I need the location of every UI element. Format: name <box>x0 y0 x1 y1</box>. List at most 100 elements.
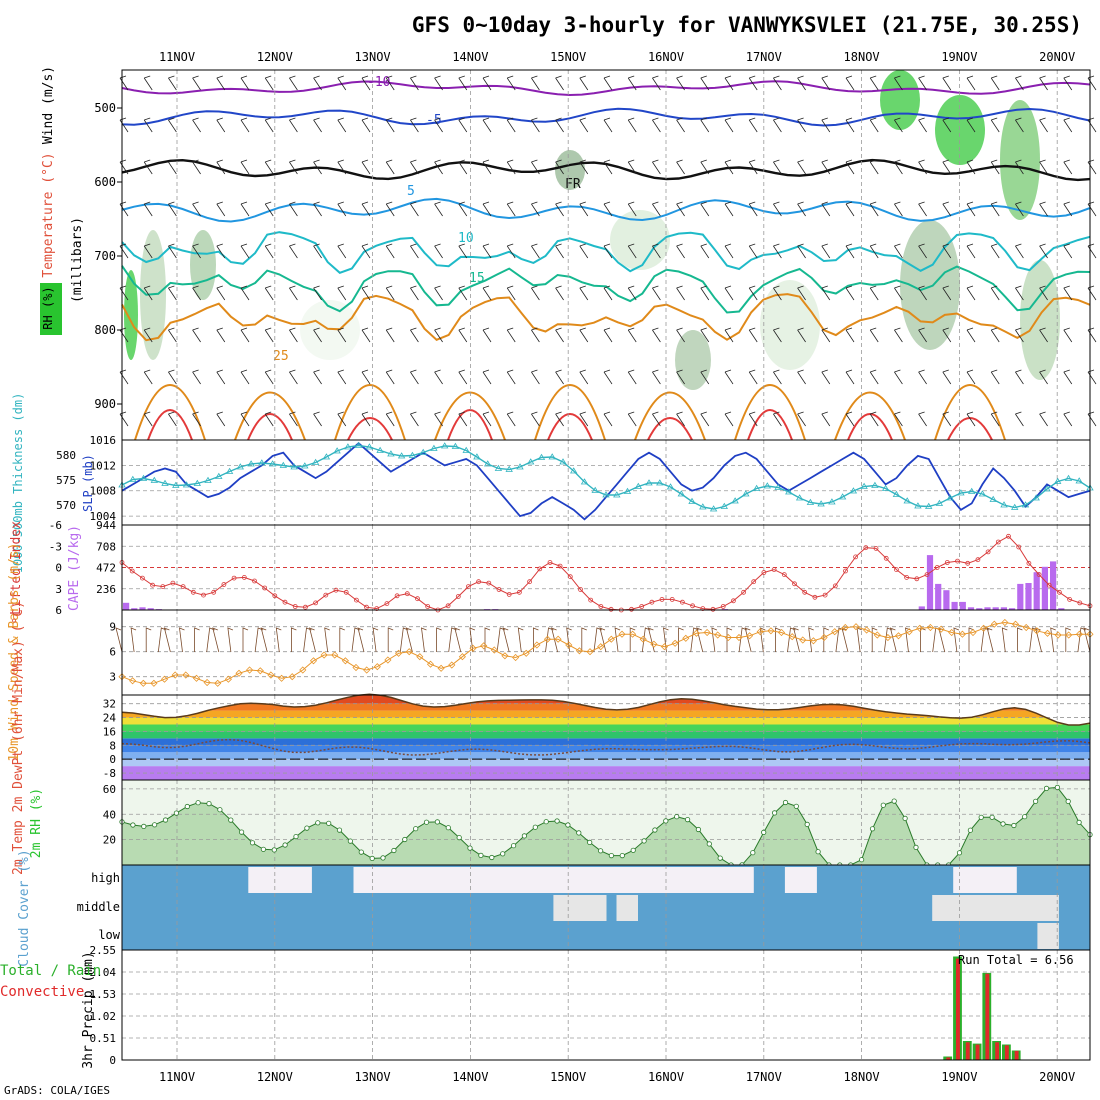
wind-barb <box>627 327 637 343</box>
wind-barb <box>506 75 516 91</box>
wind-barb <box>748 117 758 133</box>
rh-marker <box>380 855 386 861</box>
wind-barb <box>1015 327 1024 343</box>
cape-bar <box>951 601 958 610</box>
wind-barb <box>531 159 540 175</box>
wind-barb <box>216 369 226 385</box>
temp-line <box>121 693 1091 726</box>
thickness-marker <box>290 463 298 470</box>
precip-conv-bar <box>946 1057 951 1060</box>
wind-10m-barb <box>775 627 781 652</box>
wind-barb <box>458 159 468 175</box>
wind-speed-marker <box>1001 618 1009 627</box>
wind-speed-marker <box>490 646 498 654</box>
wind-barb <box>579 243 589 259</box>
wind-barb <box>506 201 516 217</box>
thickness-marker <box>247 460 255 467</box>
wind-barb <box>894 327 903 343</box>
cloud-cell <box>290 867 302 893</box>
li-tick: -6 <box>49 519 62 532</box>
wind-barb <box>676 201 685 217</box>
cloud-cell <box>385 867 396 893</box>
thickness-marker <box>494 464 503 471</box>
slp-tick: 1008 <box>90 485 117 498</box>
wind-10m-barb <box>517 627 524 653</box>
precip-tick: 1.53 <box>90 988 117 1001</box>
thickness-marker <box>881 484 890 491</box>
wind-10m-barb <box>502 627 510 653</box>
wind-barb <box>966 117 976 133</box>
wind-barb <box>894 75 903 91</box>
wind-barb <box>821 159 831 175</box>
wind-barb <box>869 285 879 301</box>
wind-10m-barb <box>647 627 655 653</box>
li-marker <box>812 594 818 600</box>
cloud-cell <box>500 867 512 893</box>
thickness-marker <box>440 442 449 449</box>
wind-10m-barb <box>871 627 878 652</box>
cloud-cell <box>953 895 965 921</box>
thickness-tick: 580 <box>56 449 76 462</box>
thickness-marker <box>580 478 589 485</box>
wind-barb <box>337 243 347 259</box>
wind-10m-barb <box>469 627 476 653</box>
wind-barb <box>506 159 516 175</box>
wind-10m-barb <box>260 627 268 653</box>
wind-barb <box>700 159 710 175</box>
li-tick: 3 <box>55 583 62 596</box>
cloud-cell <box>742 867 754 893</box>
li-marker <box>404 591 410 597</box>
li-marker <box>506 592 512 597</box>
thickness-marker <box>978 490 987 497</box>
thickness-line <box>121 444 1091 510</box>
wind-barb <box>676 285 685 301</box>
thickness-marker <box>397 452 406 459</box>
wind-barb <box>942 201 952 217</box>
li-marker <box>822 592 828 598</box>
li-marker <box>598 604 604 609</box>
wind-10m-barb <box>551 627 558 653</box>
li-marker <box>659 597 665 602</box>
wind-speed-marker <box>926 623 934 632</box>
temp-contour <box>121 293 1091 342</box>
wind-10m-barb <box>744 627 752 653</box>
wind-speed-marker <box>235 669 243 677</box>
thickness-marker <box>537 453 546 460</box>
rh-marker <box>554 818 560 824</box>
cape-bar <box>984 607 991 610</box>
thickness-marker <box>677 490 686 497</box>
wind-barb <box>942 285 952 301</box>
wind-barb <box>724 285 734 301</box>
precip-tick: 1.02 <box>90 1010 117 1023</box>
wind-barb <box>748 285 758 301</box>
wind-barb <box>676 243 685 259</box>
wind-speed-marker <box>512 653 520 662</box>
wind-10m-barb <box>663 627 669 653</box>
rh-marker <box>782 799 789 806</box>
wind-barb <box>990 285 1000 301</box>
rh-marker <box>565 822 571 828</box>
wind-barb <box>1087 285 1097 301</box>
cape-tick: 236 <box>96 583 116 596</box>
wind-speed-marker <box>469 644 477 652</box>
wind-barb <box>845 285 855 301</box>
rh-marker <box>956 850 963 856</box>
wind-speed-marker <box>554 635 562 643</box>
wind-barb <box>773 411 782 427</box>
thickness-marker <box>301 462 309 469</box>
wind-speed-marker <box>171 671 179 679</box>
wind-barb <box>1039 327 1048 343</box>
thickness-marker <box>817 500 825 507</box>
pressure-tick: 800 <box>94 323 116 337</box>
li-marker <box>353 597 359 603</box>
thickness-marker <box>139 474 148 481</box>
li-marker <box>486 580 492 586</box>
wind-barb <box>531 369 540 385</box>
wind-barb <box>555 117 564 133</box>
li-marker <box>680 599 685 605</box>
wind-barb <box>773 201 782 217</box>
wind-barb <box>700 327 710 343</box>
hot-contour <box>147 409 193 441</box>
rh-marker <box>293 833 299 840</box>
wind-barb <box>603 243 613 259</box>
